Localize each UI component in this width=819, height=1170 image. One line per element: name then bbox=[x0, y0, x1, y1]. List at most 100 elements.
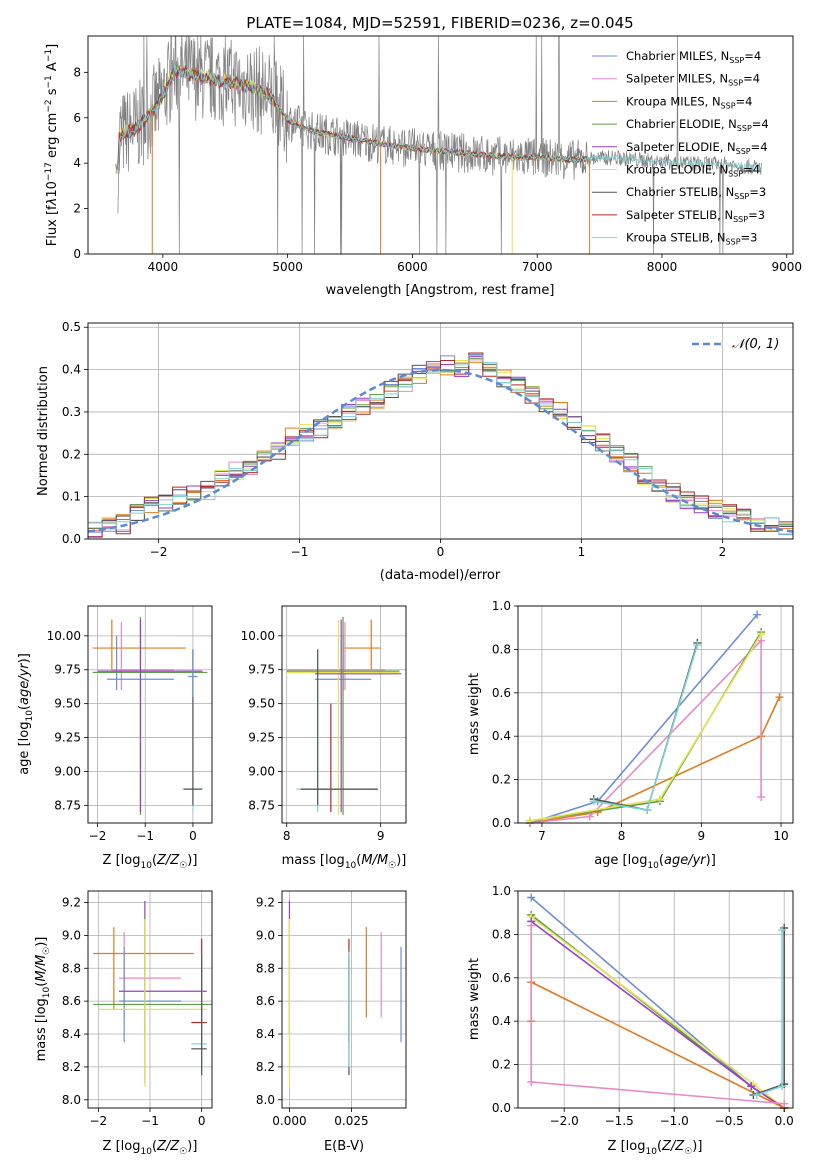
mass-age-xtick-label: 8 bbox=[283, 829, 291, 843]
z-weight-line bbox=[530, 925, 785, 1105]
z-weight-ytick-label: 1.0 bbox=[492, 884, 511, 898]
spectrum-legend: Chabrier MILES, NSSP=4 Salpeter MILES, NS… bbox=[592, 49, 769, 247]
z-mass-xlabel: Z [log10(Z/Z☉)] bbox=[103, 1139, 198, 1157]
z-weight-line bbox=[530, 896, 785, 1109]
normal-legend-label: 𝒩(0, 1) bbox=[732, 337, 779, 352]
age-weight-marker bbox=[589, 797, 598, 806]
histogram-xtick-label: −2 bbox=[150, 545, 168, 559]
z-weight-ytick-label: 0.4 bbox=[492, 1014, 511, 1028]
z-mass-ytick-label: 8.6 bbox=[62, 994, 81, 1008]
histogram-xtick-label: 0 bbox=[437, 545, 445, 559]
age-weight-ytick-label: 0.2 bbox=[492, 773, 511, 787]
age-weight-ytick-label: 0.4 bbox=[492, 729, 511, 743]
mass-age-ytick-label: 8.75 bbox=[248, 798, 275, 812]
normal-curve bbox=[87, 368, 794, 533]
z-age-ytick-label: 9.75 bbox=[54, 663, 81, 677]
histogram-series bbox=[87, 352, 794, 538]
legend-label: Salpeter STELIB, NSSP=3 bbox=[626, 208, 765, 224]
spectrum-xtick-label: 6000 bbox=[397, 260, 428, 274]
age-weight-lines bbox=[525, 610, 784, 827]
legend-label: Kroupa ELODIE, NSSP=4 bbox=[626, 163, 760, 179]
spectrum-xtick-label: 4000 bbox=[148, 260, 179, 274]
ebv-mass-ytick-label: 8.6 bbox=[256, 994, 275, 1008]
mass-age-xlabel: mass [log10(M/M☉)] bbox=[282, 853, 407, 871]
spectrum-ytick-label: 2 bbox=[73, 202, 81, 216]
ebv-mass-ytick-label: 9.0 bbox=[256, 928, 275, 942]
age-weight-marker bbox=[525, 816, 534, 825]
histogram-ytick-label: 0.5 bbox=[62, 320, 81, 334]
z-age-ytick-label: 9.00 bbox=[54, 764, 81, 778]
age-weight-marker bbox=[585, 812, 594, 821]
z-weight-marker bbox=[752, 1090, 761, 1099]
spectrum-xtick-label: 9000 bbox=[771, 260, 802, 274]
histogram-ylabel: Normed distribution bbox=[36, 366, 51, 496]
spectrum-ylabel: Flux [fλ10−17 erg cm−2 s−1 A−1] bbox=[44, 44, 60, 246]
z-age-ytick-label: 10.00 bbox=[47, 629, 81, 643]
mass-age-panel: 8 9 8.75 9.00 9.25 9.50 9.75 10.00 mass [log10(… bbox=[241, 605, 407, 871]
z-weight-xtick-label: −1.0 bbox=[660, 1114, 689, 1128]
z-mass-xtick-label: −2 bbox=[89, 1114, 107, 1128]
age-weight-marker bbox=[757, 630, 766, 639]
age-weight-xtick-label: 9 bbox=[698, 829, 706, 843]
age-weight-ytick-label: 0.0 bbox=[492, 816, 511, 830]
z-mass-xtick-label: −1 bbox=[141, 1114, 159, 1128]
age-weight-line bbox=[593, 642, 699, 811]
z-age-ytick-label: 9.25 bbox=[54, 731, 81, 745]
z-weight-xtick-label: −0.5 bbox=[715, 1114, 744, 1128]
histogram-ytick-label: 0.0 bbox=[62, 532, 81, 546]
age-weight-line bbox=[529, 638, 762, 824]
z-weight-line bbox=[530, 980, 785, 1109]
mass-age-ytick-label: 9.00 bbox=[248, 764, 275, 778]
legend-label: Chabrier MILES, NSSP=4 bbox=[626, 49, 761, 65]
model-spectrum bbox=[117, 64, 762, 174]
age-weight-ytick-label: 1.0 bbox=[492, 599, 511, 613]
z-age-xlabel: Z [log10(Z/Z☉)] bbox=[103, 853, 198, 871]
histogram-ytick-label: 0.1 bbox=[62, 490, 81, 504]
legend-label: Salpeter ELODIE, NSSP=4 bbox=[626, 140, 768, 156]
z-weight-xtick-label: −1.5 bbox=[605, 1114, 634, 1128]
z-weight-ytick-label: 0.8 bbox=[492, 927, 511, 941]
age-weight-line bbox=[593, 644, 699, 811]
z-weight-marker bbox=[747, 1082, 756, 1091]
spectrum-xtick-label: 7000 bbox=[522, 260, 553, 274]
spectrum-xlabel: wavelength [Angstrom, rest frame] bbox=[326, 283, 555, 298]
ebv-mass-xlabel: E(B-V) bbox=[324, 1139, 364, 1154]
spectrum-lines bbox=[115, 36, 763, 254]
z-weight-line bbox=[530, 920, 785, 1109]
legend-label: Kroupa STELIB, NSSP=3 bbox=[626, 231, 757, 247]
ebv-mass-ytick-label: 8.4 bbox=[256, 1027, 275, 1041]
mass-age-xtick-label: 9 bbox=[377, 829, 385, 843]
z-age-xtick-label: −2 bbox=[89, 829, 107, 843]
age-weight-marker bbox=[693, 641, 702, 650]
figure-title: PLATE=1084, MJD=52591, FIBERID=0236, z=0… bbox=[246, 14, 633, 32]
z-age-errorbars bbox=[92, 616, 208, 815]
age-weight-line bbox=[529, 696, 781, 824]
legend-label: Chabrier ELODIE, NSSP=4 bbox=[626, 117, 769, 133]
z-age-panel: −2 −1 0 8.75 9.00 9.25 9.50 9.75 10.00 Z [log10(… bbox=[17, 605, 213, 871]
ebv-mass-panel: 0.000 0.025 8.0 8.2 8.4 8.6 8.8 9.0 9.2 E(B-V) bbox=[256, 890, 407, 1154]
histogram-panel: −2 −1 0 1 2 0.0 0.1 0.2 0.3 0.4 0.5 𝒩(0, 1) (data-… bbox=[36, 320, 794, 583]
histogram-xtick-label: 2 bbox=[719, 545, 727, 559]
residual-histogram bbox=[88, 352, 793, 538]
legend-label: Kroupa MILES, NSSP=4 bbox=[626, 94, 752, 110]
ebv-mass-xtick-label: 0.000 bbox=[272, 1114, 306, 1128]
ebv-mass-ytick-label: 8.2 bbox=[256, 1060, 275, 1074]
z-weight-ylabel: mass weight bbox=[467, 958, 482, 1040]
age-weight-line bbox=[529, 633, 762, 822]
mass-age-ytick-label: 9.75 bbox=[248, 663, 275, 677]
mass-age-errorbars bbox=[286, 616, 402, 815]
z-weight-ytick-label: 0.0 bbox=[492, 1101, 511, 1115]
mass-age-ytick-label: 9.25 bbox=[248, 731, 275, 745]
age-weight-marker bbox=[753, 610, 762, 619]
z-mass-ytick-label: 8.2 bbox=[62, 1060, 81, 1074]
spectrum-ytick-label: 4 bbox=[73, 156, 81, 170]
z-age-xtick-label: −1 bbox=[136, 829, 154, 843]
ebv-mass-ytick-label: 8.8 bbox=[256, 961, 275, 975]
age-weight-panel: 7 8 9 10 0.0 0.2 0.4 0.6 0.8 1.0 age [log10(age/y… bbox=[467, 599, 794, 871]
age-weight-xtick-label: 10 bbox=[773, 829, 788, 843]
age-weight-xtick-label: 8 bbox=[618, 829, 626, 843]
spectrum-ytick-label: 6 bbox=[73, 111, 81, 125]
z-mass-ytick-label: 8.8 bbox=[62, 961, 81, 975]
spectrum-xtick-label: 5000 bbox=[272, 260, 303, 274]
